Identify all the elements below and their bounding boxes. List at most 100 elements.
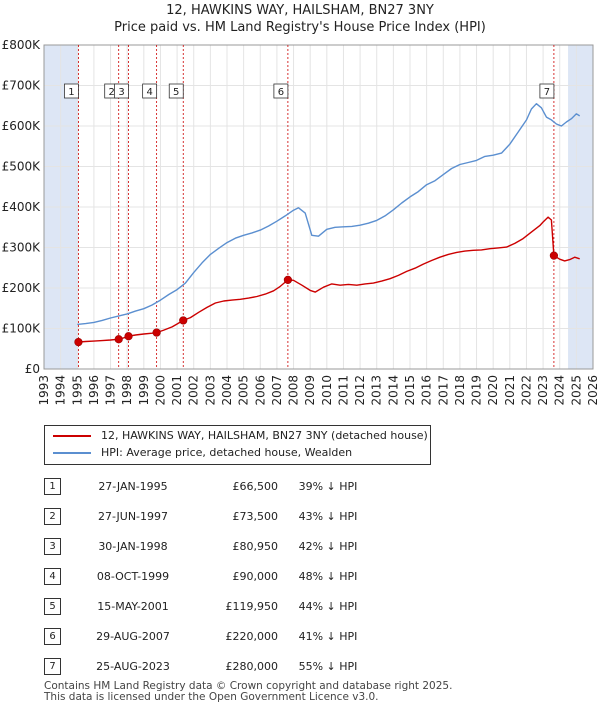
sale-number-cell: 4 [44, 561, 88, 591]
sale-date: 15-MAY-2001 [97, 599, 169, 613]
x-tick-label: 2024 [553, 375, 567, 406]
sale-hpi-diff: 42% ↓ HPI [298, 539, 358, 553]
legend-item-property: 12, HAWKINS WAY, HAILSHAM, BN27 3NY (det… [53, 428, 428, 444]
chart-subtitle: Price paid vs. HM Land Registry's House … [114, 20, 486, 35]
marker-label-box [114, 83, 129, 99]
table-row: 6 29-AUG-2007 £220,000 41% ↓ HPI [44, 621, 378, 651]
table-row: 5 15-MAY-2001 £119,950 44% ↓ HPI [44, 591, 378, 621]
x-tick-label: 2007 [270, 375, 284, 406]
legend-item-hpi: HPI: Average price, detached house, Weal… [53, 445, 352, 461]
hpi-line [77, 102, 581, 326]
x-tick-label: 2008 [287, 375, 301, 406]
x-tick-label: 2017 [436, 375, 450, 406]
footer: Contains HM Land Registry data © Crown c… [44, 681, 452, 703]
x-tick-label: 1993 [37, 375, 51, 406]
x-tick-label: 2023 [536, 375, 550, 406]
sale-number-badge: 2 [44, 507, 61, 525]
sale-date: 27-JUN-1997 [97, 509, 169, 523]
sale-number-cell: 5 [44, 591, 88, 621]
sale-point [124, 332, 133, 341]
marker-label: 5 [173, 87, 179, 98]
x-tick-label: 2009 [303, 375, 317, 406]
x-tick-label: 2022 [519, 375, 533, 406]
sale-price: £220,000 [225, 629, 279, 643]
x-tick-label: 1994 [54, 375, 68, 406]
chart-legend: 12, HAWKINS WAY, HAILSHAM, BN27 3NY (det… [44, 425, 431, 465]
marker-label: 2 [109, 87, 115, 98]
sale-number-badge: 3 [44, 537, 61, 555]
x-tick-label: 2012 [353, 375, 367, 406]
sale-price: £90,000 [232, 569, 279, 583]
sale-hpi-diff: 43% ↓ HPI [298, 509, 358, 523]
legend-label-property: 12, HAWKINS WAY, HAILSHAM, BN27 3NY (det… [101, 429, 428, 442]
sale-number-cell: 1 [44, 471, 88, 501]
marker-label-box [539, 83, 555, 99]
sale-price: £80,950 [232, 539, 279, 553]
sale-date: 29-AUG-2007 [96, 629, 170, 643]
y-tick-label: £200K [2, 281, 42, 295]
x-tick-label: 2004 [220, 375, 234, 406]
x-tick-label: 2003 [203, 375, 217, 406]
sale-hpi-diff: 55% ↓ HPI [298, 659, 358, 673]
x-tick-label: 2018 [453, 375, 467, 406]
sale-point [179, 316, 188, 325]
y-tick-label: £800K [2, 38, 42, 52]
sale-point [283, 275, 292, 285]
plot-frame [43, 44, 594, 370]
x-tick-label: 2020 [486, 375, 500, 406]
marker-label-box [64, 83, 79, 99]
x-tick-label: 2021 [503, 375, 517, 406]
x-tick-label: 1997 [104, 375, 118, 406]
y-tick-label: £0 [25, 362, 40, 376]
sale-price: £119,950 [225, 599, 279, 613]
x-tick-label: 2011 [336, 375, 350, 406]
y-tick-label: £100K [2, 322, 42, 336]
y-tick-label: £400K [2, 200, 42, 214]
sale-number-badge: 1 [44, 477, 61, 495]
marker-label-box [142, 83, 158, 99]
sale-point [74, 337, 83, 347]
price-chart: 1 2 3 4 5 6 7£0£100K£200K£300K£400K£500K£600K£… [2, 38, 600, 406]
legend-swatch-property [53, 435, 91, 437]
sale-point [152, 328, 161, 337]
x-tick-label: 2006 [253, 375, 267, 406]
x-tick-label: 2014 [386, 375, 400, 406]
x-tick-label: 2010 [320, 375, 334, 406]
table-row: 4 08-OCT-1999 £90,000 48% ↓ HPI [44, 561, 378, 591]
sale-date: 30-JAN-1998 [98, 539, 168, 553]
x-tick-label: 2002 [187, 375, 201, 406]
x-tick-label: 1995 [70, 375, 84, 406]
sale-hpi-diff: 39% ↓ HPI [298, 479, 358, 493]
table-row: 2 27-JUN-1997 £73,500 43% ↓ HPI [44, 501, 378, 531]
sale-number-badge: 5 [44, 597, 61, 615]
sale-point [114, 335, 123, 344]
x-tick-label: 2016 [420, 375, 434, 406]
marker-label-box [168, 83, 184, 99]
x-tick-label: 2019 [470, 375, 484, 406]
x-tick-label: 1998 [120, 375, 134, 406]
sale-number-cell: 6 [44, 621, 88, 651]
legend-swatch-hpi [53, 452, 91, 454]
marker-label: 6 [278, 87, 284, 98]
sale-price: £73,500 [232, 509, 279, 523]
x-tick-label: 2001 [170, 375, 184, 406]
x-tick-label: 2013 [370, 375, 384, 406]
sale-number-cell: 2 [44, 501, 88, 531]
footer-licence: This data is licensed under the Open Gov… [44, 691, 379, 703]
marker-label: 1 [68, 87, 74, 98]
chart-title: 12, HAWKINS WAY, HAILSHAM, BN27 3NY [166, 3, 434, 18]
marker-label: 7 [544, 87, 550, 98]
marker-label: 3 [118, 87, 124, 98]
sale-date: 25-AUG-2023 [96, 659, 170, 673]
x-tick-label: 1996 [87, 375, 101, 406]
marker-label: 4 [146, 87, 152, 98]
table-row: 3 30-JAN-1998 £80,950 42% ↓ HPI [44, 531, 378, 561]
sale-hpi-diff: 48% ↓ HPI [298, 569, 358, 583]
sale-hpi-diff: 41% ↓ HPI [298, 629, 358, 643]
table-row: 1 27-JAN-1995 £66,500 39% ↓ HPI [44, 471, 378, 501]
table-row: 7 25-AUG-2023 £280,000 55% ↓ HPI [44, 651, 378, 681]
footer-copyright: Contains HM Land Registry data © Crown c… [44, 680, 453, 692]
y-tick-label: £600K [2, 119, 42, 133]
sale-price: £66,500 [232, 479, 279, 493]
sale-number-badge: 6 [44, 627, 61, 645]
